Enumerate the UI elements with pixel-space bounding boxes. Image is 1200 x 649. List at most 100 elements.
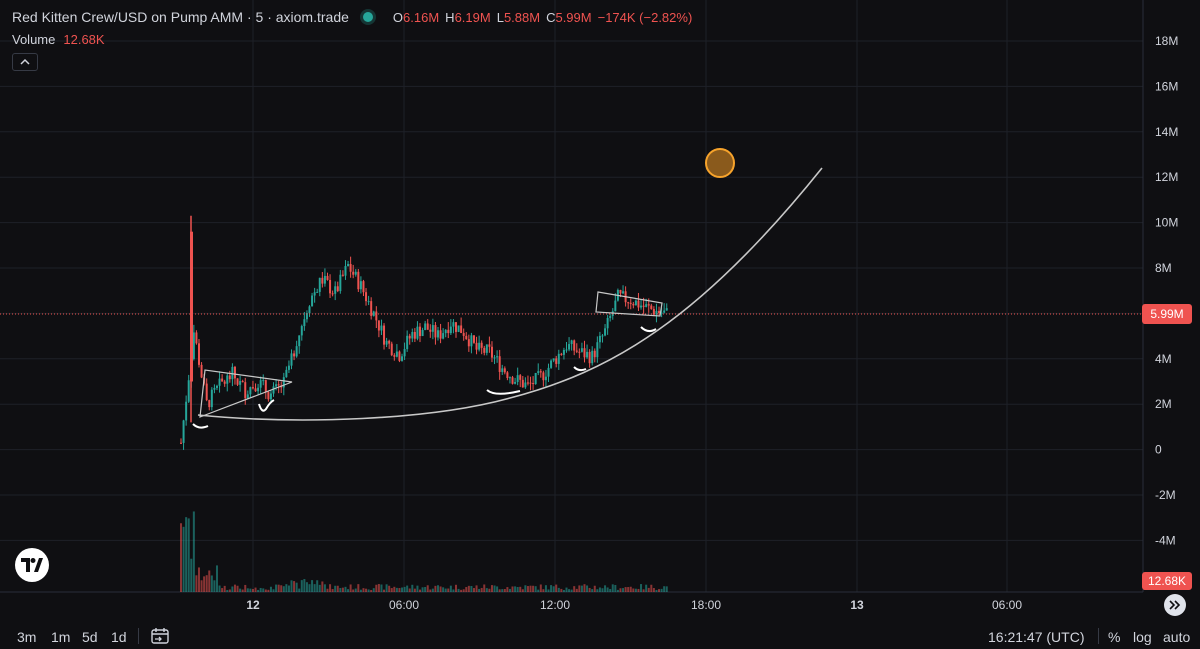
volume-bar	[293, 581, 296, 592]
volume-bar	[557, 587, 560, 592]
volume-bar	[650, 584, 653, 592]
volume-bar	[442, 587, 445, 592]
volume-bar	[622, 588, 625, 592]
candle-body	[619, 289, 622, 294]
candle-body	[246, 394, 249, 399]
volume-bar	[488, 588, 491, 592]
volume-bar	[490, 585, 493, 592]
candle-body	[254, 388, 257, 392]
candle-body	[658, 310, 661, 314]
volume-bar	[210, 575, 213, 592]
candle-body	[329, 279, 332, 294]
candle-body	[557, 353, 560, 364]
volume-bar	[318, 584, 321, 592]
volume-bar	[508, 588, 511, 592]
candle-body	[341, 274, 344, 276]
volume-bar	[300, 580, 303, 592]
volume-bar	[190, 558, 193, 592]
time-axis-label: 06:00	[389, 598, 419, 612]
timeframe-1d[interactable]: 1d	[111, 629, 127, 645]
percent-scale-toggle[interactable]: %	[1108, 629, 1121, 645]
volume-bar	[496, 586, 499, 592]
candle-body	[570, 340, 573, 345]
scroll-to-realtime-icon[interactable]	[1164, 594, 1186, 616]
legend-collapse-button[interactable]	[12, 53, 38, 71]
candle-body	[275, 384, 278, 387]
volume-bar	[629, 586, 632, 592]
candle-body	[403, 349, 406, 357]
volume-bar	[231, 586, 234, 592]
volume-bar	[444, 588, 447, 592]
candle-body	[377, 320, 380, 331]
timeframe-1m[interactable]: 1m	[51, 629, 71, 645]
volume-bar	[565, 587, 568, 592]
candle-body	[645, 304, 648, 307]
candle-body	[344, 265, 347, 276]
volume-bar	[640, 584, 643, 592]
volume-bar	[262, 588, 265, 592]
last-volume-tag: 12.68K	[1142, 572, 1192, 590]
candle-body	[336, 286, 339, 292]
candle-body	[460, 325, 463, 334]
volume-bar	[305, 582, 308, 592]
volume-bar	[457, 588, 460, 592]
candle-body	[475, 342, 478, 350]
symbol-title[interactable]: Red Kitten Crew/USD on Pump AMM · 5 · ax…	[12, 9, 349, 25]
price-axis-label: -2M	[1155, 488, 1176, 502]
timeframe-5d[interactable]: 5d	[82, 629, 98, 645]
volume-bar	[521, 589, 524, 592]
candle-body	[632, 303, 635, 306]
volume-bar	[429, 589, 432, 592]
volume-bar	[197, 567, 200, 592]
volume-bar	[663, 586, 666, 592]
volume-bar	[598, 587, 601, 592]
volume-bar	[251, 589, 254, 592]
volume-bar	[426, 585, 429, 592]
candle-body	[480, 342, 483, 348]
candle-body	[660, 312, 663, 314]
candle-body	[634, 300, 637, 306]
candle-body	[213, 387, 216, 390]
volume-bar	[195, 575, 198, 592]
volume-bar	[385, 584, 388, 592]
volume-label[interactable]: Volume	[12, 32, 56, 47]
candle-body	[228, 375, 231, 380]
volume-bar	[573, 586, 576, 592]
time-axis-label: 12:00	[540, 598, 570, 612]
goto-date-icon[interactable]	[150, 627, 170, 645]
volume-bar	[185, 517, 188, 592]
volume-bar	[467, 585, 470, 592]
tradingview-logo-icon[interactable]	[15, 548, 49, 582]
candle-body	[429, 329, 432, 332]
close-label: C	[546, 9, 556, 25]
volume-bar	[547, 589, 550, 592]
volume-bar	[277, 584, 280, 592]
volume-bar	[280, 585, 283, 592]
toolbar-divider	[138, 628, 139, 644]
candle-body	[187, 380, 190, 402]
candle-body	[277, 384, 280, 386]
candle-body	[419, 326, 422, 337]
candle-body	[259, 380, 262, 388]
volume-bar	[465, 587, 468, 592]
volume-bar	[560, 588, 563, 592]
volume-bar	[390, 588, 393, 592]
candle-body	[383, 325, 386, 345]
candle-body	[447, 329, 450, 334]
auto-scale-toggle[interactable]: auto	[1163, 629, 1191, 645]
candle-body	[539, 371, 542, 373]
candle-body	[375, 311, 378, 321]
candle-body	[401, 356, 404, 361]
volume-bar	[401, 587, 404, 592]
candle-body	[300, 326, 303, 336]
candle-body	[534, 372, 537, 385]
timeframe-3m[interactable]: 3m	[17, 629, 37, 645]
volume-bar	[208, 570, 211, 592]
volume-bar	[550, 585, 553, 592]
log-scale-toggle[interactable]: log	[1133, 629, 1152, 645]
utc-clock[interactable]: 16:21:47 (UTC)	[988, 629, 1085, 645]
volume-bar	[616, 589, 619, 592]
volume-bar	[380, 584, 383, 592]
candle-body	[390, 343, 393, 356]
